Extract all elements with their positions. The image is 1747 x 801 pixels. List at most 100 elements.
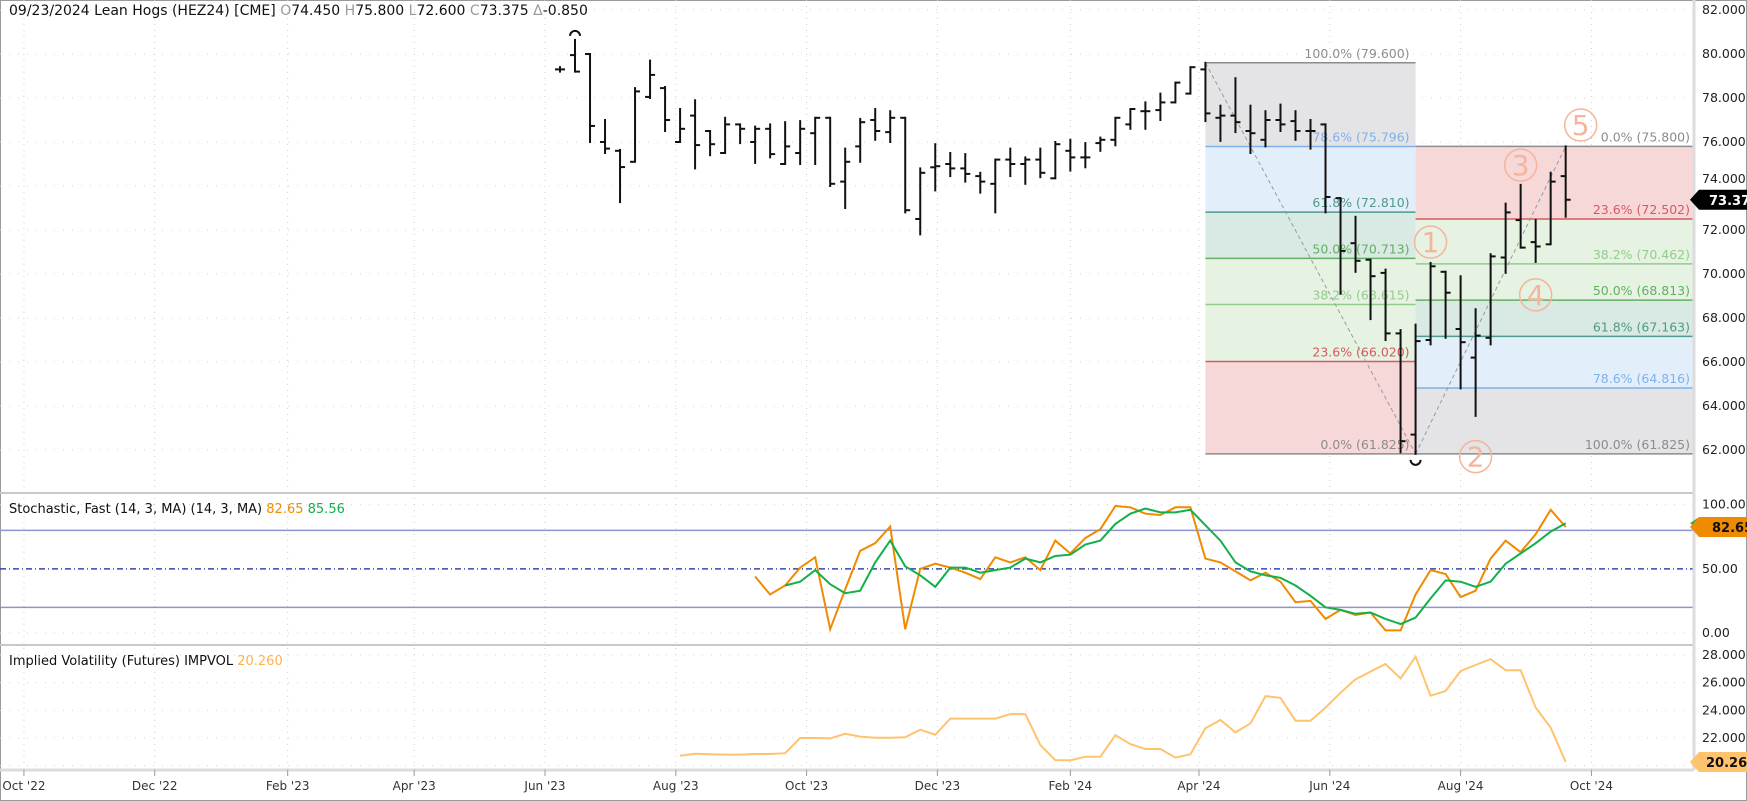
ohlc-bar[interactable] (645, 59, 656, 99)
ohlc-bar[interactable] (930, 143, 941, 192)
ohlc-bar[interactable] (720, 116, 731, 154)
x-tick-label: Jun '23 (523, 779, 565, 793)
ohlc-bar[interactable] (1065, 138, 1076, 172)
ohlc-bar[interactable] (1335, 197, 1346, 295)
ohlc-bar[interactable] (555, 66, 565, 73)
ohlc-bar[interactable] (990, 158, 1001, 214)
ohlc-bar[interactable] (780, 121, 791, 165)
ohlc-bar[interactable] (945, 152, 956, 178)
ohlc-bar[interactable] (1110, 116, 1121, 147)
price-axis-label: 62.000 (1702, 442, 1746, 457)
stoch-axis-label: 100.00 (1702, 497, 1746, 512)
ohlc-bar[interactable] (630, 87, 641, 163)
ohlc-bar[interactable] (1215, 104, 1226, 142)
ohlc-bar[interactable] (1080, 142, 1091, 169)
fib-level-label: 23.6% (72.502) (1593, 202, 1690, 217)
ohlc-bar[interactable] (975, 171, 986, 194)
iv-axis-label: 24.000 (1702, 702, 1746, 717)
ohlc-bar[interactable] (735, 123, 746, 145)
chart-header: 09/23/2024 Lean Hogs (HEZ24) [CME] O74.4… (9, 3, 588, 19)
wave-circle (1413, 225, 1448, 259)
ohlc-bar[interactable] (615, 148, 626, 204)
price-axis-label: 70.000 (1702, 266, 1746, 281)
ohlc-bar[interactable] (795, 120, 806, 165)
ohlc-bar[interactable] (1140, 101, 1151, 130)
ohlc-bar[interactable] (600, 119, 611, 154)
header-date: 09/23/2024 (9, 3, 90, 19)
ohlc-bar[interactable] (705, 130, 716, 157)
implied-volatility-panel (679, 654, 1567, 763)
ohlc-bar[interactable] (1035, 147, 1046, 179)
ohlc-bar[interactable] (1410, 323, 1421, 455)
ohlc-bar[interactable] (825, 116, 836, 187)
ohlc-bar[interactable] (1125, 108, 1136, 130)
ohlc-bar[interactable] (1515, 183, 1526, 249)
ohlc-bar[interactable] (750, 125, 761, 164)
ohlc-bar[interactable] (1200, 61, 1211, 123)
ohlc-bar[interactable] (1500, 202, 1511, 274)
ohlc-bar[interactable] (1350, 215, 1361, 273)
fib-level-label: 0.0% (75.800) (1601, 129, 1690, 144)
ohlc-bar[interactable] (1170, 81, 1181, 104)
x-tick-label: Oct '23 (785, 779, 828, 793)
ohlc-bar[interactable] (1545, 171, 1556, 246)
x-tick-label: Dec '22 (132, 779, 178, 793)
fib-level-label: 23.6% (66.020) (1312, 345, 1409, 360)
ohlc-bar[interactable] (690, 99, 701, 170)
price-axis-label: 82.000 (1702, 2, 1746, 17)
ohlc-bar[interactable] (1455, 275, 1466, 390)
fib-trend-line (1204, 62, 1417, 455)
last-price-tag (1690, 189, 1747, 210)
fib-level-label: 100.0% (61.825) (1585, 437, 1690, 452)
ohlc-bar[interactable] (1005, 147, 1016, 178)
ohlc-bar[interactable] (885, 110, 896, 143)
ohlc-bar[interactable] (960, 153, 971, 183)
ohlc-bar[interactable] (1365, 258, 1376, 321)
ohlc-bar[interactable] (1245, 104, 1256, 154)
ohlc-bar[interactable] (1050, 141, 1061, 180)
ohlc-bar[interactable] (840, 147, 851, 209)
ohlc-bar[interactable] (1305, 119, 1316, 150)
ohlc-bar[interactable] (810, 116, 821, 165)
wave-label: 5 (1572, 109, 1590, 142)
iv-line (679, 654, 1567, 763)
ohlc-bar[interactable] (660, 86, 671, 132)
ohlc-bar[interactable] (1020, 156, 1031, 185)
ohlc-bar[interactable] (675, 108, 686, 143)
ohlc-bar[interactable] (765, 123, 776, 159)
ohlc-bar[interactable] (870, 108, 881, 141)
ohlc-bar[interactable] (585, 53, 596, 143)
ohlc-bar[interactable] (1230, 77, 1241, 134)
ohlc-bar[interactable] (1155, 92, 1166, 121)
ohlc-bar[interactable] (855, 117, 866, 163)
ohlc-bar[interactable] (1320, 123, 1331, 214)
ohlc-bar[interactable] (915, 167, 926, 236)
ohlc-bar[interactable] (1440, 270, 1451, 339)
ohlc-bar[interactable] (1395, 329, 1406, 454)
ohlc-bar[interactable] (570, 38, 581, 73)
ohlc-bar[interactable] (900, 116, 911, 214)
fib-level-label: 38.2% (68.615) (1312, 287, 1409, 302)
ohlc-bar[interactable] (1290, 110, 1301, 141)
ohlc-bar[interactable] (1530, 219, 1541, 263)
ohlc-bar[interactable] (1275, 103, 1286, 132)
ohlc-bar[interactable] (1425, 262, 1436, 346)
x-tick-label: Aug '23 (653, 779, 699, 793)
ohlc-bar[interactable] (1260, 110, 1271, 148)
ohlc-bar[interactable] (1470, 308, 1481, 417)
wave-circle (1563, 108, 1598, 142)
price-axis-label: 76.000 (1702, 134, 1746, 149)
change-key: Δ (533, 3, 543, 19)
ohlc-bar[interactable] (1095, 136, 1106, 152)
open-value: 74.450 (291, 3, 341, 19)
ohlc-bar[interactable] (1485, 253, 1496, 346)
ohlc-bar[interactable] (1560, 145, 1571, 218)
ohlc-bar[interactable] (1380, 268, 1391, 341)
stochastic-panel (0, 504, 1694, 633)
x-tick-label: Feb '24 (1049, 779, 1093, 793)
swing-high-marker-icon (569, 29, 582, 37)
wave-label: 4 (1527, 279, 1545, 312)
price-axis-label: 68.000 (1702, 310, 1746, 325)
ohlc-bar[interactable] (1185, 66, 1196, 95)
